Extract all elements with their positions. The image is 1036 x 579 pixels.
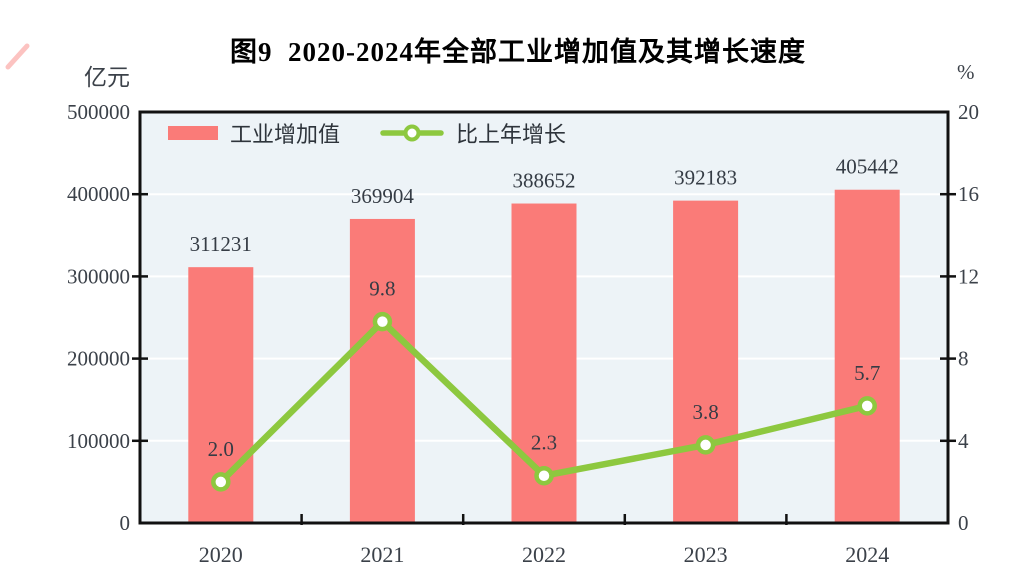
right-axis-tick-label-8: 8 [958, 347, 969, 371]
corner-accent-mark [5, 43, 30, 70]
bar-2021 [349, 218, 415, 524]
bar-value-label-2021: 369904 [351, 184, 415, 208]
legend: 工业增加值 比上年增长 [168, 118, 566, 148]
left-axis-tick-label-0: 0 [120, 511, 131, 535]
line-value-label-2020: 2.0 [208, 437, 234, 461]
bar-value-label-2022: 388652 [513, 169, 576, 193]
left-axis-tick-label-100000: 100000 [67, 429, 130, 453]
line-value-label-2023: 3.8 [692, 400, 718, 424]
left-axis-unit-label: 亿元 [84, 65, 130, 90]
x-axis-label-2022: 2022 [522, 542, 566, 567]
line-value-label-2024: 5.7 [854, 361, 880, 385]
right-axis-tick-label-16: 16 [958, 182, 979, 206]
bar-value-label-2020: 311231 [190, 232, 252, 256]
right-axis-tick-label-20: 20 [958, 100, 979, 124]
marker-2024 [857, 396, 877, 416]
left-axis-tick-label-500000: 500000 [67, 100, 130, 124]
chart-title: 图9 2020-2024年全部工业增加值及其增长速度 [230, 37, 806, 67]
legend-bar-swatch-icon [168, 126, 218, 140]
marker-2020 [211, 472, 231, 492]
bar-2024 [834, 189, 900, 523]
right-axis-unit-label: % [957, 60, 975, 84]
marker-2022 [534, 465, 554, 486]
line-value-label-2021: 9.8 [369, 277, 395, 301]
marker-2021 [372, 311, 393, 332]
x-axis-label-2021: 2021 [360, 542, 404, 567]
bar-value-label-2023: 392183 [674, 166, 737, 190]
plot-frame [138, 110, 950, 525]
x-axis-label-2023: 2023 [684, 542, 728, 567]
left-axis-tick-label-200000: 200000 [67, 347, 130, 371]
legend-line-icon [380, 123, 444, 143]
left-axis-tick-label-300000: 300000 [67, 264, 130, 288]
legend-line-marker [403, 124, 421, 142]
right-axis-tick-label-0: 0 [958, 511, 969, 535]
right-axis-tick-label-4: 4 [958, 429, 969, 453]
x-axis-label-2024: 2024 [845, 542, 889, 567]
left-axis-tick-label-400000: 400000 [67, 182, 130, 206]
legend-line-label: 比上年增长 [456, 122, 567, 147]
legend-bar-label: 工业增加值 [230, 122, 341, 147]
bar-2023 [673, 200, 739, 523]
marker-2023 [695, 435, 716, 455]
bar-value-label-2024: 405442 [836, 155, 899, 179]
line-value-label-2022: 2.3 [531, 431, 557, 455]
right-axis-tick-label-12: 12 [958, 264, 979, 288]
x-axis-label-2020: 2020 [199, 542, 243, 567]
